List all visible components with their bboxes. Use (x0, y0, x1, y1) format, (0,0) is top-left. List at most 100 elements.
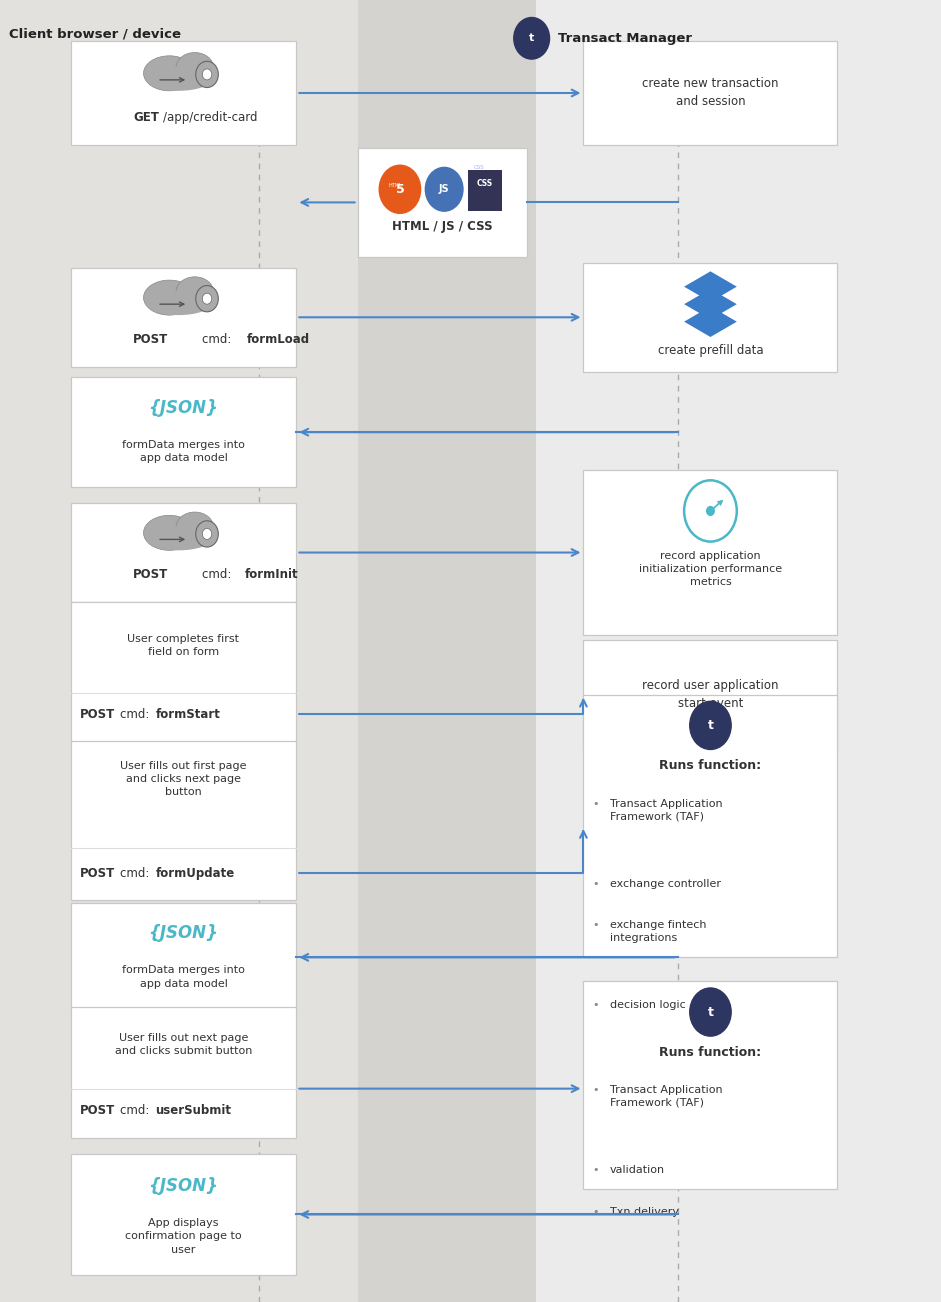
Polygon shape (684, 306, 737, 337)
FancyBboxPatch shape (0, 0, 414, 1302)
Ellipse shape (146, 66, 212, 91)
FancyBboxPatch shape (536, 0, 941, 1302)
Text: create new transaction
and session: create new transaction and session (642, 78, 779, 108)
FancyBboxPatch shape (583, 263, 837, 372)
FancyBboxPatch shape (71, 1006, 296, 1138)
Text: JS: JS (439, 185, 450, 194)
Ellipse shape (143, 516, 196, 551)
Text: validation: validation (610, 1165, 665, 1176)
FancyBboxPatch shape (583, 641, 837, 750)
FancyBboxPatch shape (583, 42, 837, 145)
Text: •: • (593, 1207, 599, 1217)
Text: {JSON}: {JSON} (149, 400, 218, 417)
Circle shape (690, 702, 731, 750)
Text: formUpdate: formUpdate (155, 867, 234, 880)
Text: POST: POST (80, 1104, 115, 1117)
Text: CSS: CSS (476, 180, 493, 189)
Text: User completes first
field on form: User completes first field on form (127, 634, 240, 658)
Text: •: • (593, 798, 599, 809)
Ellipse shape (176, 512, 214, 543)
Text: App displays
confirmation page to
user: App displays confirmation page to user (125, 1219, 242, 1255)
Circle shape (196, 521, 218, 547)
Circle shape (425, 168, 463, 211)
Text: Txn delivery: Txn delivery (610, 1207, 678, 1217)
FancyBboxPatch shape (583, 695, 837, 957)
Text: t: t (708, 1005, 713, 1018)
Text: {JSON}: {JSON} (149, 924, 218, 943)
Text: Transact Application
Framework (TAF): Transact Application Framework (TAF) (610, 1086, 723, 1108)
Circle shape (690, 988, 731, 1036)
FancyBboxPatch shape (583, 470, 837, 634)
Text: cmd:: cmd: (202, 333, 235, 345)
Text: Runs function:: Runs function: (660, 759, 761, 772)
Text: formData merges into
app data model: formData merges into app data model (122, 966, 245, 988)
Ellipse shape (176, 277, 214, 307)
Text: Client browser / device: Client browser / device (9, 27, 182, 40)
FancyBboxPatch shape (71, 42, 296, 145)
FancyBboxPatch shape (71, 268, 296, 367)
Text: POST: POST (80, 867, 115, 880)
Ellipse shape (146, 526, 212, 551)
Polygon shape (684, 271, 737, 302)
Text: Transact Manager: Transact Manager (558, 31, 692, 44)
Text: POST: POST (133, 333, 168, 345)
Circle shape (196, 61, 218, 87)
Text: cmd:: cmd: (120, 708, 152, 721)
Circle shape (379, 165, 421, 214)
Text: HTML: HTML (389, 184, 402, 189)
FancyBboxPatch shape (71, 504, 296, 602)
Circle shape (202, 529, 212, 539)
Text: {JSON}: {JSON} (149, 1177, 218, 1195)
Text: •: • (593, 1165, 599, 1176)
Text: Runs function:: Runs function: (660, 1046, 761, 1059)
FancyBboxPatch shape (583, 982, 837, 1189)
FancyBboxPatch shape (358, 147, 527, 256)
Polygon shape (684, 289, 737, 319)
Text: exchange fintech
integrations: exchange fintech integrations (610, 921, 707, 943)
FancyBboxPatch shape (71, 378, 296, 487)
Text: HTML / JS / CSS: HTML / JS / CSS (392, 220, 492, 233)
Text: cmd:: cmd: (120, 867, 152, 880)
FancyBboxPatch shape (71, 602, 296, 743)
Text: record user application
start event: record user application start event (642, 680, 779, 711)
Text: cmd:: cmd: (202, 568, 235, 581)
FancyBboxPatch shape (358, 0, 536, 1302)
Text: decision logic: decision logic (610, 1000, 685, 1010)
Text: POST: POST (133, 568, 168, 581)
Text: •: • (593, 1086, 599, 1095)
Text: •: • (593, 879, 599, 888)
Text: formStart: formStart (155, 708, 220, 721)
Text: t: t (529, 34, 534, 43)
FancyBboxPatch shape (71, 741, 296, 900)
Text: formData merges into
app data model: formData merges into app data model (122, 440, 245, 464)
Text: Transact Application
Framework (TAF): Transact Application Framework (TAF) (610, 798, 723, 822)
Text: User fills out next page
and clicks submit button: User fills out next page and clicks subm… (115, 1034, 252, 1056)
Circle shape (707, 506, 714, 516)
Ellipse shape (143, 280, 196, 315)
Text: •: • (593, 1000, 599, 1010)
FancyBboxPatch shape (468, 169, 502, 211)
FancyBboxPatch shape (71, 1155, 296, 1275)
FancyBboxPatch shape (71, 902, 296, 1012)
Text: userSubmit: userSubmit (155, 1104, 231, 1117)
Text: 5: 5 (395, 182, 405, 195)
Circle shape (196, 285, 218, 311)
Text: •: • (593, 921, 599, 930)
Text: POST: POST (80, 708, 115, 721)
Text: exchange controller: exchange controller (610, 879, 721, 888)
Text: CSS: CSS (473, 165, 484, 169)
Text: formInit: formInit (245, 568, 298, 581)
Circle shape (202, 293, 212, 305)
Text: cmd:: cmd: (120, 1104, 152, 1117)
Text: GET: GET (133, 111, 159, 124)
Ellipse shape (143, 56, 196, 91)
Text: record application
initialization performance
metrics: record application initialization perfor… (639, 551, 782, 587)
Text: User fills out first page
and clicks next page
button: User fills out first page and clicks nex… (120, 760, 247, 797)
Text: t: t (708, 719, 713, 732)
Ellipse shape (176, 52, 214, 83)
Circle shape (202, 69, 212, 79)
Text: /app/credit-card: /app/credit-card (163, 111, 257, 124)
Circle shape (514, 17, 550, 59)
Text: formLoad: formLoad (247, 333, 310, 345)
Ellipse shape (146, 292, 212, 315)
